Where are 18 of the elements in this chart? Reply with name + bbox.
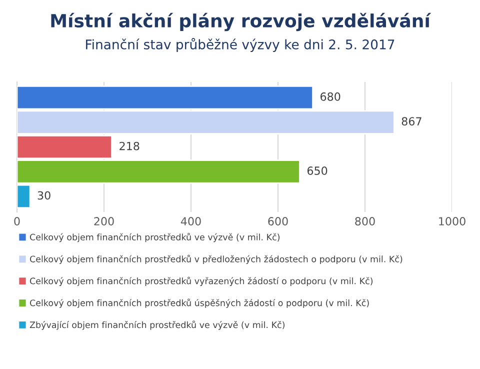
data-label: 218 (120, 142, 140, 150)
x-tick-label: 0 (14, 217, 20, 226)
x-tick-label: 1000 (439, 217, 466, 226)
chart-subtitle: Finanční stav průběžné výzvy ke dni 2. 5. 2017 (86, 38, 394, 52)
data-label: 650 (307, 166, 328, 175)
x-tick-label: 800 (355, 217, 375, 226)
x-tick-label: 400 (180, 217, 201, 226)
data-label: 867 (402, 117, 422, 126)
legend-label: Celkový objem finančních prostředků úspěšných žádostí o podporu (v mil. Kč) (30, 298, 369, 308)
legend-label: Celkový objem finančních prostředků v předložených žádostech o podporu (v mil. Kč) (30, 254, 402, 264)
legend-label: Celkový objem finančních prostředků vyřazených žádostí o podporu (v mil. Kč) (30, 276, 373, 286)
legend-label: Celkový objem finančních prostředků ve výzvě (v mil. Kč) (30, 232, 280, 242)
data-label: 680 (320, 92, 340, 101)
x-tick-label: 600 (268, 217, 288, 226)
chart-title: Místní akční plány rozvoje vzdělávání (51, 12, 432, 32)
legend-label: Zbývající objem finančních prostředků ve výzvě (v mil. Kč) (30, 320, 284, 330)
x-tick-label: 200 (94, 217, 114, 226)
data-label: 30 (38, 191, 50, 200)
